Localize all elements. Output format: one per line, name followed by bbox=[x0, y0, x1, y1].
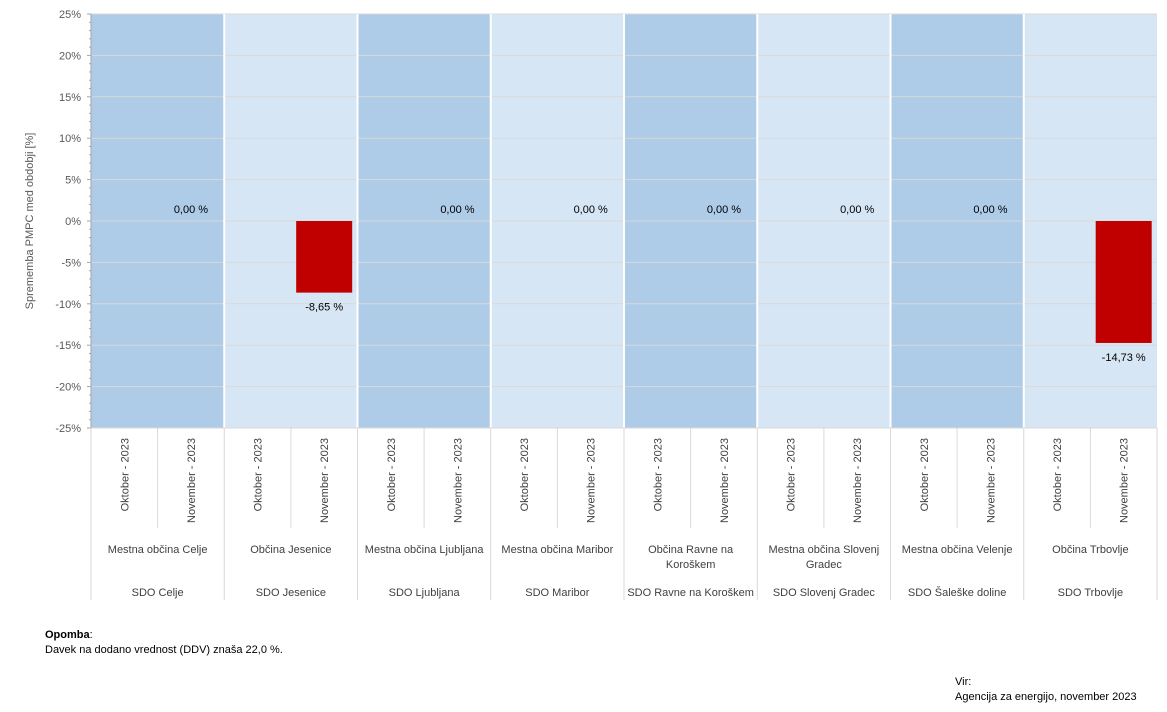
y-tick-label: 5% bbox=[65, 175, 81, 187]
period-label: November - 2023 bbox=[586, 438, 598, 523]
chart: 25% 20% 15% 10% 5% 0% -5% -10% -15% -20% -25% Sprem… bbox=[24, 9, 1158, 600]
sdo-label: SDO Slovenj Gradec bbox=[773, 587, 876, 599]
period-label: November - 2023 bbox=[1119, 438, 1131, 523]
data-label: 0,00 % bbox=[440, 204, 474, 216]
note-colon: : bbox=[89, 629, 93, 641]
municipality-label: Gradec bbox=[806, 559, 843, 571]
municipality-label: Občina Trbovlje bbox=[1052, 544, 1128, 556]
data-label: 0,00 % bbox=[840, 204, 874, 216]
data-label: -14,73 % bbox=[1102, 352, 1146, 364]
data-label: -8,65 % bbox=[305, 302, 343, 314]
period-label: Oktober - 2023 bbox=[1052, 438, 1064, 511]
y-axis-label: Sprememba PMPC med obdobji [%] bbox=[24, 133, 36, 310]
sdo-label: SDO Jesenice bbox=[256, 587, 326, 599]
municipality-label: Mestna občina Ljubljana bbox=[365, 544, 485, 556]
municipality-label: Mestna občina Maribor bbox=[501, 544, 613, 556]
note-title: Opomba bbox=[45, 629, 90, 641]
y-tick-label: -20% bbox=[55, 382, 81, 394]
municipality-label: Občina Jesenice bbox=[250, 544, 331, 556]
period-label: Oktober - 2023 bbox=[786, 438, 798, 511]
bar bbox=[296, 221, 353, 293]
source-text: Agencija za energijo, november 2023 bbox=[955, 691, 1137, 703]
period-label: November - 2023 bbox=[319, 438, 331, 523]
data-label: 0,00 % bbox=[973, 204, 1007, 216]
data-label: 0,00 % bbox=[174, 204, 208, 216]
y-tick-label: 10% bbox=[59, 133, 81, 145]
y-tick-label: 25% bbox=[59, 9, 81, 21]
sdo-label: SDO Šaleške doline bbox=[908, 586, 1006, 599]
sdo-label: SDO Maribor bbox=[525, 587, 590, 599]
municipality-label: Občina Ravne na bbox=[648, 544, 734, 556]
y-tick-label: 20% bbox=[59, 50, 81, 62]
municipality-label: Koroškem bbox=[666, 559, 716, 571]
y-tick-label: -25% bbox=[55, 423, 81, 435]
sdo-label: SDO Ravne na Koroškem bbox=[627, 587, 754, 599]
period-label: November - 2023 bbox=[719, 438, 731, 523]
y-tick-label: -10% bbox=[55, 299, 81, 311]
period-label: Oktober - 2023 bbox=[519, 438, 531, 511]
municipality-label: Mestna občina Velenje bbox=[902, 544, 1013, 556]
period-label: November - 2023 bbox=[452, 438, 464, 523]
y-tick-label: -15% bbox=[55, 340, 81, 352]
data-label: 0,00 % bbox=[707, 204, 741, 216]
note: Opomba: Davek na dodano vrednost (DDV) z… bbox=[45, 628, 283, 658]
note-text: Davek na dodano vrednost (DDV) znaša 22,… bbox=[45, 644, 283, 656]
period-label: Oktober - 2023 bbox=[253, 438, 265, 511]
y-tick-label: 15% bbox=[59, 92, 81, 104]
period-label: November - 2023 bbox=[985, 438, 997, 523]
municipality-label: Mestna občina Celje bbox=[108, 544, 208, 556]
period-label: Oktober - 2023 bbox=[119, 438, 131, 511]
y-tick-label: -5% bbox=[61, 257, 81, 269]
sdo-label: SDO Celje bbox=[132, 587, 184, 599]
y-tick-label: 0% bbox=[65, 216, 81, 228]
source-label: Vir: bbox=[955, 676, 972, 688]
sdo-label: SDO Trbovlje bbox=[1058, 587, 1123, 599]
municipality-label: Mestna občina Slovenj bbox=[769, 544, 880, 556]
period-label: Oktober - 2023 bbox=[386, 438, 398, 511]
sdo-label: SDO Ljubljana bbox=[389, 587, 461, 599]
period-label: Oktober - 2023 bbox=[652, 438, 664, 511]
bar bbox=[1095, 221, 1152, 343]
source: Vir: Agencija za energijo, november 2023 bbox=[955, 675, 1137, 705]
period-label: November - 2023 bbox=[186, 438, 198, 523]
data-label: 0,00 % bbox=[574, 204, 608, 216]
period-label: Oktober - 2023 bbox=[919, 438, 931, 511]
period-label: November - 2023 bbox=[852, 438, 864, 523]
